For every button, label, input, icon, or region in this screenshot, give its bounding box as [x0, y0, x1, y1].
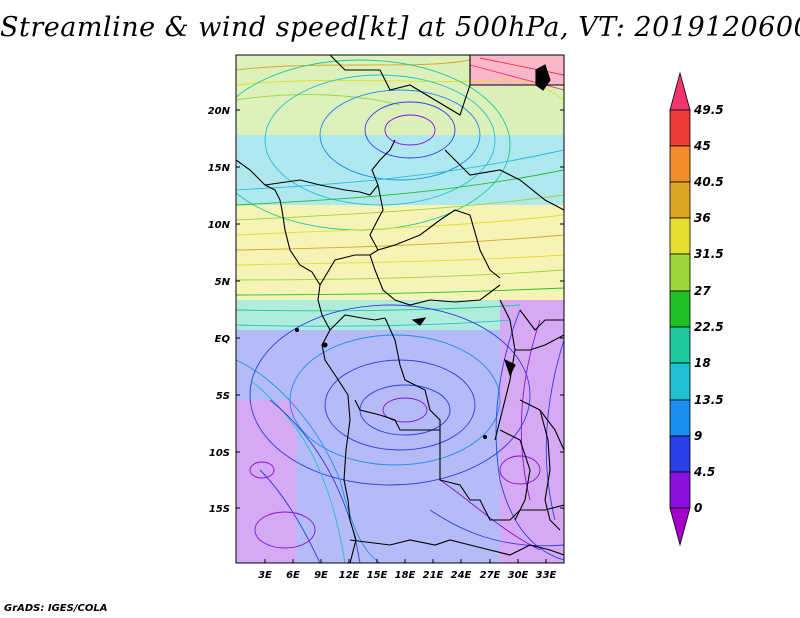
lat-label: 10N	[208, 220, 231, 231]
map-panel	[236, 55, 564, 563]
colorbar-segment	[669, 399, 691, 437]
colorbar-segment	[669, 253, 691, 292]
wind-speed-field	[236, 55, 564, 563]
lon-label: 15E	[367, 570, 388, 581]
country-borders	[236, 55, 564, 563]
lon-label: 12E	[339, 570, 360, 581]
lon-label: 9E	[314, 570, 328, 581]
colorbar-segment	[669, 471, 691, 509]
colorbar-label: 36	[694, 211, 711, 225]
lon-label: 3E	[258, 570, 272, 581]
lon-label: 27E	[480, 570, 501, 581]
colorbar: 49.5 45 40.5 36 31.5 27 22.5 18 13.5 9 4…	[669, 71, 724, 547]
colorbar-label: 18	[694, 356, 711, 370]
lon-label: 24E	[451, 570, 472, 581]
colorbar-label: 45	[693, 139, 711, 153]
lat-label: 5S	[216, 391, 230, 402]
lon-label: 6E	[286, 570, 300, 581]
lon-label: 18E	[395, 570, 416, 581]
lat-label: 15N	[208, 163, 231, 174]
colorbar-segment	[669, 217, 691, 255]
colorbar-label: 9	[694, 429, 702, 443]
colorbar-segment	[669, 71, 691, 111]
lat-label: 20N	[208, 106, 231, 117]
lon-label: 21E	[423, 570, 444, 581]
lon-label: 30E	[508, 570, 529, 581]
lon-axis: 3E 6E 9E 12E 15E 18E 21E 24E 27E 30E 33E	[258, 559, 557, 581]
colorbar-segment	[669, 109, 691, 147]
colorbar-segment	[669, 362, 691, 401]
colorbar-label: 40.5	[693, 175, 724, 189]
colorbar-label: 13.5	[694, 393, 724, 407]
lon-label: 33E	[536, 570, 557, 581]
colorbar-label: 22.5	[694, 320, 724, 334]
colorbar-label: 49.5	[693, 103, 724, 117]
colorbar-label: 27	[694, 284, 711, 298]
map-frame	[235, 54, 565, 564]
colorbar-label: 31.5	[694, 247, 724, 261]
colorbar-segment	[669, 145, 691, 183]
chart-title: Streamline & wind speed[kt] at 500hPa, V…	[0, 12, 800, 43]
colorbar-segment	[669, 290, 691, 328]
lat-label: 5N	[215, 277, 231, 288]
colorbar-segment	[669, 326, 691, 364]
lat-label: 10S	[209, 448, 230, 459]
colorbar-segment	[669, 507, 691, 547]
colorbar-segment	[669, 181, 691, 219]
lat-label: EQ	[215, 334, 231, 345]
lat-axis: 20N 15N 10N 5N EQ 5S 10S 15S	[208, 106, 564, 515]
lat-label: 15S	[209, 504, 230, 515]
credit-text: GrADS: IGES/COLA	[4, 603, 108, 614]
colorbar-segment	[669, 435, 691, 473]
colorbar-label: 0	[694, 501, 702, 515]
colorbar-label: 4.5	[693, 465, 715, 479]
